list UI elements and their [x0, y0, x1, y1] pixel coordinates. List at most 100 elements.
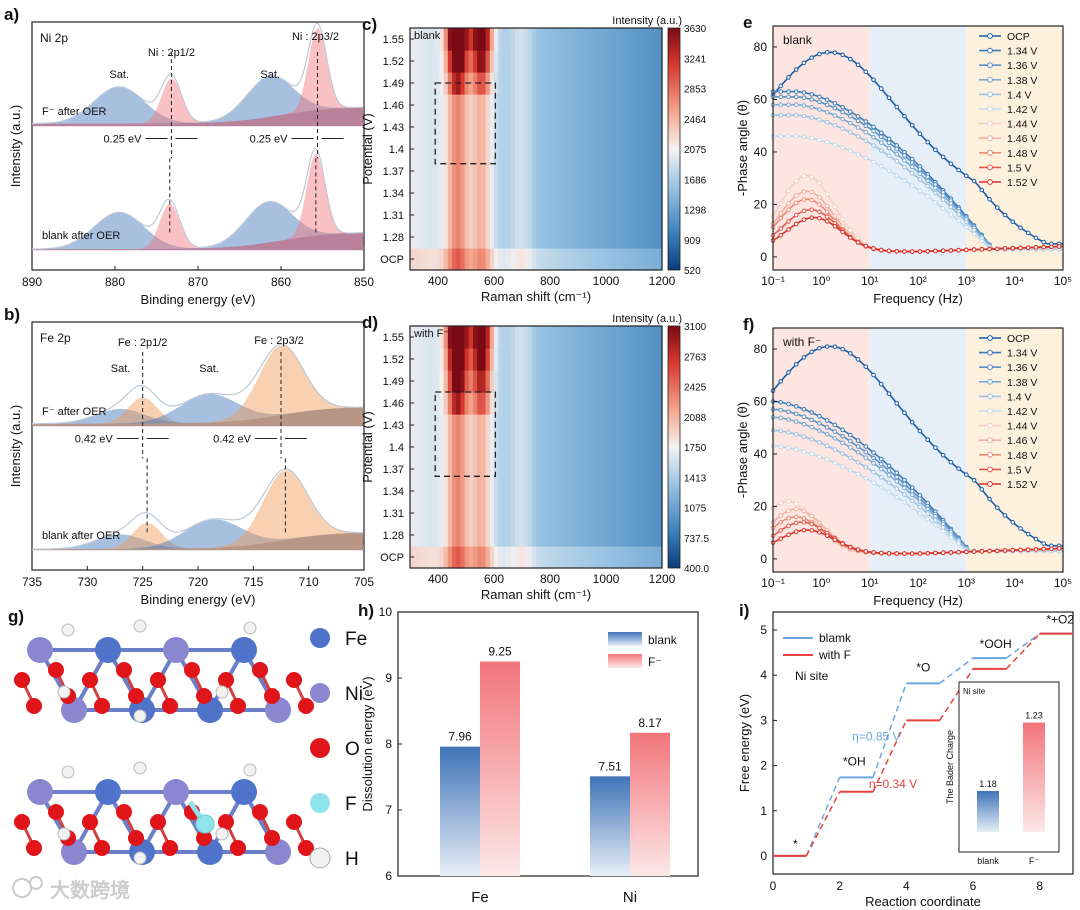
- atom: [215, 685, 229, 699]
- atom: [95, 637, 121, 663]
- data-point: [809, 215, 814, 220]
- data-point: [971, 231, 977, 237]
- data-point: [902, 153, 907, 158]
- heat-cell: [506, 436, 512, 459]
- data-point: [786, 409, 791, 415]
- heat-cell: [506, 326, 512, 349]
- data-point: [878, 456, 884, 462]
- heat-cell: [426, 502, 432, 525]
- heat-cell: [473, 348, 478, 371]
- atom: [230, 840, 246, 856]
- heat-cell: [590, 72, 596, 95]
- heat-cell: [645, 182, 650, 205]
- heat-cell: [414, 348, 419, 371]
- heat-cell: [473, 458, 478, 481]
- data-point: [1056, 546, 1062, 551]
- atom: [231, 779, 257, 805]
- data-point: [1025, 245, 1031, 250]
- data-point: [786, 417, 791, 422]
- heat-cell: [552, 326, 558, 349]
- heat-cell: [498, 226, 503, 249]
- colorbar-tick-label: 737.5: [684, 534, 709, 545]
- heat-cell: [561, 248, 566, 271]
- y-tick-label: 4: [760, 668, 767, 682]
- heat-cell: [561, 28, 566, 51]
- data-point: [817, 51, 822, 57]
- heat-cell: [548, 72, 554, 95]
- heat-cell: [527, 480, 533, 503]
- data-point: [786, 201, 791, 206]
- data-point: [801, 519, 807, 525]
- heat-cell: [456, 116, 461, 139]
- heat-cell: [624, 392, 629, 415]
- heat-cell: [519, 28, 524, 51]
- data-point: [778, 500, 784, 506]
- heat-cell: [548, 502, 554, 525]
- x-tick-label: 10⁻¹: [761, 274, 785, 288]
- heat-cell: [540, 524, 545, 547]
- y-tick-label: 40: [754, 447, 768, 461]
- heat-cell: [523, 226, 529, 249]
- heat-cell: [485, 480, 491, 503]
- heat-cell: [468, 248, 474, 271]
- data-point: [832, 100, 838, 106]
- y-tick-label: 1.28: [383, 530, 404, 542]
- x-tick-label: 800: [540, 572, 560, 586]
- heat-cell: [544, 524, 550, 547]
- heat-cell: [557, 226, 562, 249]
- atom: [218, 672, 234, 688]
- data-point: [778, 201, 784, 206]
- heat-cell: [582, 50, 587, 73]
- heat-cell: [620, 116, 625, 139]
- heat-cell: [645, 546, 650, 569]
- heat-cell: [523, 248, 529, 271]
- data-point: [840, 541, 845, 546]
- heat-cell: [506, 546, 512, 569]
- heat-cell: [557, 392, 562, 415]
- heat-cell: [632, 72, 638, 95]
- heat-cell: [615, 458, 621, 481]
- data-point: [840, 104, 845, 110]
- heat-cell: [632, 326, 638, 349]
- heat-cell: [552, 370, 558, 393]
- heat-cell: [582, 502, 587, 525]
- heat-cell: [431, 436, 436, 459]
- heat-cell: [561, 348, 566, 371]
- data-point: [786, 94, 791, 100]
- heat-cell: [565, 50, 571, 73]
- heat-cell: [544, 138, 550, 161]
- heat-cell: [464, 546, 470, 569]
- data-point: [848, 351, 853, 356]
- data-point: [848, 467, 853, 473]
- heat-cell: [506, 502, 512, 525]
- heat-cell: [578, 414, 583, 437]
- data-point: [1033, 536, 1039, 542]
- heat-cell: [590, 414, 596, 437]
- heat-cell: [599, 524, 604, 547]
- heat-cell: [611, 436, 617, 459]
- heat-cell: [624, 72, 629, 95]
- heat-cell: [519, 94, 524, 117]
- data-point: [855, 444, 861, 449]
- data-point: [1025, 547, 1031, 552]
- heat-cell: [468, 94, 474, 117]
- data-point: [964, 549, 969, 555]
- heat-cell: [636, 546, 642, 569]
- x-tick-label: 10⁴: [1005, 576, 1024, 590]
- shift-label: 0.42 eV: [213, 434, 252, 446]
- element-label: Ni 2p: [40, 31, 68, 45]
- heat-cell: [435, 502, 440, 525]
- heat-cell: [515, 414, 520, 437]
- legend-marker: [987, 408, 993, 414]
- heat-cell: [439, 326, 445, 349]
- heat-cell: [473, 392, 478, 415]
- heat-cell: [414, 138, 419, 161]
- data-point: [871, 134, 876, 140]
- heat-cell: [452, 480, 457, 503]
- heat-cell: [569, 248, 575, 271]
- raman-heatmap-d: d)with F⁻OCP1.281.311.341.371.41.431.461…: [360, 313, 709, 602]
- heat-cell: [578, 50, 583, 73]
- atom: [196, 688, 212, 704]
- heat-cell: [540, 414, 545, 437]
- heat-cell: [426, 370, 432, 393]
